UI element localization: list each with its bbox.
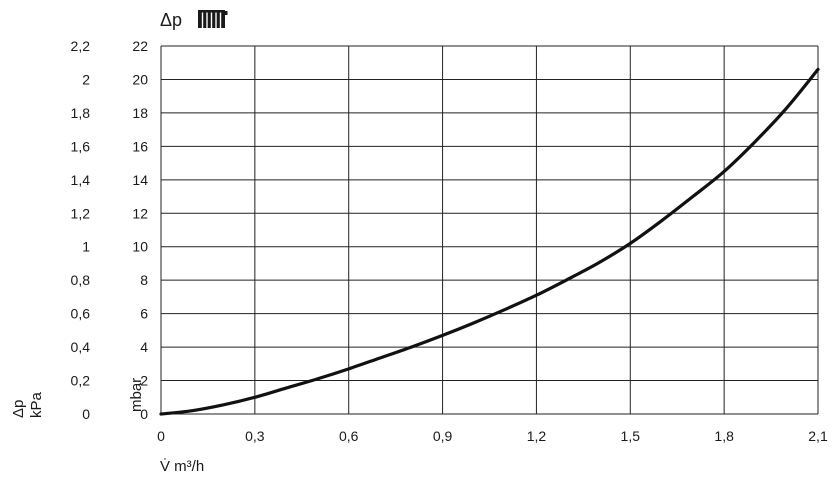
grid <box>160 45 819 415</box>
y-tick-label-mbar: 10 <box>132 239 148 255</box>
y-tick-label-kpa: 1,4 <box>71 172 91 188</box>
x-tick-label: 0 <box>157 428 165 444</box>
y-tick-label-kpa: 1,6 <box>71 138 91 154</box>
y-tick-label-kpa: 0,2 <box>71 373 91 389</box>
x-tick-label: 2,1 <box>808 428 828 444</box>
y-tick-label-kpa: 1 <box>82 239 90 255</box>
series-layer <box>159 67 820 416</box>
y-tick-label-mbar: 16 <box>132 138 148 154</box>
x-tick-label: 0,3 <box>245 428 265 444</box>
y-tick-label-kpa: 2 <box>82 71 90 87</box>
y-tick-label-kpa: 0,8 <box>71 272 91 288</box>
y-tick-label-mbar: 8 <box>140 272 148 288</box>
radiator-icon <box>198 10 228 28</box>
y-tick-label-mbar: 4 <box>140 339 148 355</box>
y-tick-label-mbar: 22 <box>132 38 148 54</box>
y-tick-label-kpa: 1,8 <box>71 105 91 121</box>
x-tick-label: 1,5 <box>621 428 641 444</box>
y-tick-label-mbar: 6 <box>140 306 148 322</box>
y-tick-label-kpa: 1,2 <box>71 205 91 221</box>
y-tick-label-kpa: 0,4 <box>71 339 91 355</box>
x-tick-label: 0,9 <box>433 428 453 444</box>
y-tick-label-kpa: 0 <box>82 406 90 422</box>
y-tick-label-mbar: 0 <box>140 406 148 422</box>
y-tick-label-mbar: 2 <box>140 373 148 389</box>
y-tick-label-kpa: 2,2 <box>71 38 91 54</box>
x-tick-label: 1,8 <box>714 428 734 444</box>
pressure-drop-curve <box>159 67 820 416</box>
y-tick-labels-mbar: 0 2 4 6 8 10 12 14 16 18 20 22 <box>132 38 148 422</box>
x-tick-labels: 0 0,3 0,6 0,9 1,2 1,5 1,8 2,1 <box>157 428 828 444</box>
y-tick-label-mbar: 18 <box>132 105 148 121</box>
y-axis-title-kpa: kPa <box>28 391 45 418</box>
y-tick-labels-kpa: 0 0,2 0,4 0,6 0,8 1 1,2 1,4 1,6 1,8 2 2,2 <box>71 38 91 422</box>
x-tick-label: 1,2 <box>527 428 547 444</box>
y-tick-label-mbar: 14 <box>132 172 148 188</box>
y-tick-label-kpa: 0,6 <box>71 306 91 322</box>
x-tick-label: 0,6 <box>339 428 359 444</box>
y-axis-title-mbar: mbar <box>128 378 145 412</box>
y-axis-title-dp: Δp <box>10 400 27 418</box>
y-tick-label-mbar: 12 <box>132 205 148 221</box>
x-axis-title: V̇ m³/h <box>160 458 204 475</box>
chart-title: Δp <box>160 10 182 30</box>
y-tick-label-mbar: 20 <box>132 71 148 87</box>
